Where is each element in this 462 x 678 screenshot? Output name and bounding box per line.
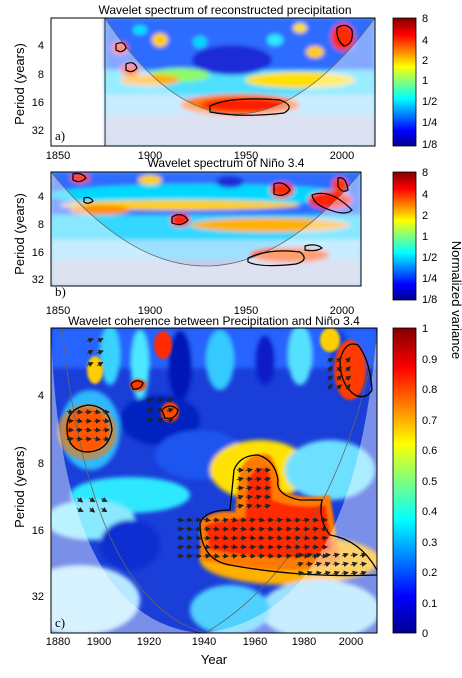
panel-c-label: c) xyxy=(55,615,65,630)
phase-arrow xyxy=(237,488,243,489)
phase-arrow xyxy=(333,564,339,565)
phase-arrow xyxy=(312,520,318,521)
phase-arrow xyxy=(324,555,330,556)
y-tick-label: 8 xyxy=(38,219,44,231)
phase-arrow xyxy=(255,506,261,507)
phase-arrow xyxy=(321,556,327,557)
colorbar-tick: 1/2 xyxy=(422,96,437,108)
phase-arrow xyxy=(276,547,282,548)
panel-a-label: a) xyxy=(55,128,65,143)
x-tick-label: 1940 xyxy=(192,636,216,648)
y-tick-label: 8 xyxy=(38,69,44,81)
colorbar-tick: 0.6 xyxy=(422,445,437,457)
panel-b-ylabel: Period (years) xyxy=(12,193,27,275)
colorbar-tick: 0.4 xyxy=(422,506,437,518)
phase-arrow xyxy=(306,564,312,565)
phase-arrow xyxy=(249,547,255,548)
phase-arrow xyxy=(231,529,237,530)
phase-arrow xyxy=(285,556,291,557)
phase-arrow xyxy=(315,573,321,574)
phase-arrow xyxy=(258,529,264,530)
phase-arrow xyxy=(267,538,273,539)
colorbar-tick: 4 xyxy=(422,35,428,47)
colorbar-tick: 4 xyxy=(422,189,428,201)
panel-b-label: b) xyxy=(55,284,66,299)
x-tick-label: 1920 xyxy=(137,636,161,648)
phase-arrow xyxy=(294,529,300,530)
x-tick-label: 1980 xyxy=(292,636,316,648)
colorbar-tick: 0.1 xyxy=(422,598,437,610)
panel-b-y-ticks: 4 8 16 32 xyxy=(32,191,44,286)
panel-c-y-ticks: 4 8 16 32 xyxy=(32,390,44,603)
colorbar-tick: 1/8 xyxy=(422,294,437,306)
panel-a-ylabel: Period (years) xyxy=(12,43,27,125)
phase-arrow xyxy=(222,520,228,521)
y-tick-label: 32 xyxy=(32,274,44,286)
colorbar-tick: 1 xyxy=(422,323,428,335)
colorbar-tick: 0.2 xyxy=(422,567,437,579)
panel-c-title: Wavelet coherence between Precipitation … xyxy=(68,314,360,328)
y-tick-label: 4 xyxy=(38,40,44,52)
colorbar-tick: 2 xyxy=(422,210,428,222)
colorbar-tick: 2 xyxy=(422,55,428,67)
x-tick-label: 2000 xyxy=(339,636,363,648)
colorbar-tick: 8 xyxy=(422,13,428,25)
colorbar-tick: 0.5 xyxy=(422,476,437,488)
panel-c-ylabel: Period (years) xyxy=(12,446,27,528)
panel-b-colorbar: 8 4 2 1 1/2 1/4 1/8 xyxy=(393,167,437,306)
phase-arrow xyxy=(285,520,291,521)
y-tick-label: 8 xyxy=(38,458,44,470)
panel-c-heatmap xyxy=(20,325,380,640)
colorbar-tick: 0.3 xyxy=(422,537,437,549)
y-tick-label: 4 xyxy=(38,390,44,402)
colorbar-tick: 0.8 xyxy=(422,384,437,396)
phase-arrow xyxy=(258,556,264,557)
colorbar-tick: 1/4 xyxy=(422,273,437,285)
y-tick-label: 32 xyxy=(32,591,44,603)
x-tick-label: 1850 xyxy=(46,150,70,162)
y-tick-label: 16 xyxy=(32,247,44,259)
colorbar-tick: 8 xyxy=(422,167,428,179)
x-tick-label: 1880 xyxy=(46,636,70,648)
colorbar-tick: 1 xyxy=(422,75,428,87)
phase-arrow xyxy=(321,529,327,530)
panel-a: Wavelet spectrum of reconstructed precip… xyxy=(12,3,437,162)
panel-c: Wavelet coherence between Precipitation … xyxy=(12,314,437,667)
x-tick-label: 1960 xyxy=(243,636,267,648)
panel-a-title: Wavelet spectrum of reconstructed precip… xyxy=(98,3,351,17)
colorbar-tick: 0 xyxy=(422,628,428,640)
x-tick-label: 1900 xyxy=(87,636,111,648)
colorbar-label: Normalized variance xyxy=(449,241,462,360)
panel-c-xlabel: Year xyxy=(201,652,228,667)
x-tick-label: 2000 xyxy=(330,150,354,162)
panel-c-x-ticks: 1880 1900 1920 1940 1960 1980 2000 xyxy=(46,636,363,648)
phase-arrow xyxy=(297,555,303,556)
panel-a-colorbar: 8 4 2 1 1/2 1/4 1/8 xyxy=(393,13,437,151)
panel-c-colorbar: 1 0.9 0.8 0.7 0.6 0.5 0.4 0.3 0.2 0.1 0 xyxy=(393,323,437,640)
y-tick-label: 16 xyxy=(32,97,44,109)
colorbar-tick: 0.9 xyxy=(422,354,437,366)
phase-arrow xyxy=(240,538,246,539)
colorbar-tick: 1 xyxy=(422,231,428,243)
colorbar-tick: 1/8 xyxy=(422,139,437,151)
phase-arrow xyxy=(249,520,255,521)
panel-a-y-ticks: 4 8 16 32 xyxy=(32,40,44,137)
panel-b-heatmap xyxy=(50,172,361,286)
phase-arrow xyxy=(246,497,252,498)
y-tick-label: 32 xyxy=(32,125,44,137)
phase-arrow xyxy=(303,538,309,539)
y-tick-label: 4 xyxy=(38,191,44,203)
phase-arrow xyxy=(342,573,348,574)
y-tick-label: 16 xyxy=(32,525,44,537)
x-tick-label: 1850 xyxy=(46,305,70,317)
colorbar-tick: 1/2 xyxy=(422,252,437,264)
colorbar-tick: 0.7 xyxy=(422,415,437,427)
panel-a-heatmap xyxy=(51,18,375,146)
phase-arrow xyxy=(312,547,318,548)
colorbar-tick: 1/4 xyxy=(422,117,437,129)
panel-b-title: Wavelet spectrum of Niño 3.4 xyxy=(148,156,305,170)
